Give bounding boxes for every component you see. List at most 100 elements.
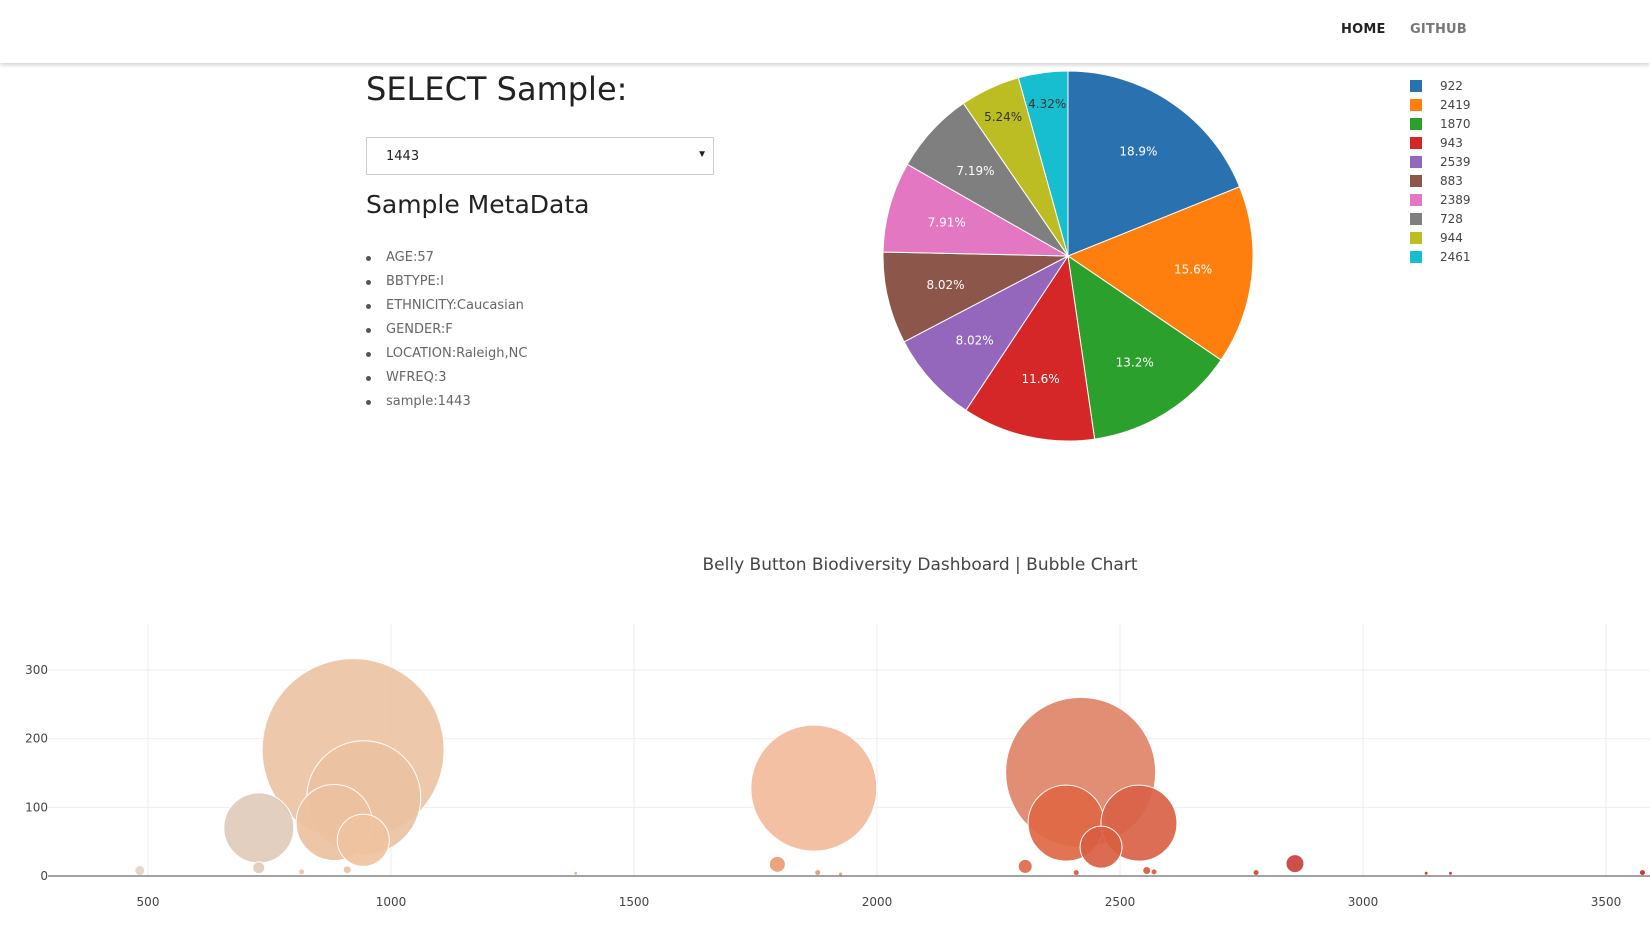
legend-label: 2539 bbox=[1440, 155, 1471, 169]
bubble-point[interactable] bbox=[1142, 866, 1152, 876]
legend-swatch bbox=[1410, 194, 1422, 206]
bubble-point[interactable] bbox=[134, 865, 146, 877]
bubble-point[interactable] bbox=[1072, 869, 1080, 877]
pie-label-2389: 7.91% bbox=[928, 215, 966, 229]
pie-slice-2539[interactable] bbox=[903, 255, 1069, 411]
legend-item-944[interactable]: 944 bbox=[1410, 230, 1500, 249]
sample-metadata-list: AGE:57 BBTYPE:I ETHNICITY:Caucasian GEND… bbox=[366, 248, 527, 416]
bubble-point[interactable] bbox=[252, 861, 266, 875]
nav-home-link[interactable]: HOME bbox=[1341, 22, 1386, 37]
metadata-item-age: AGE:57 bbox=[366, 248, 527, 272]
legend-item-728[interactable]: 728 bbox=[1410, 211, 1500, 230]
sample-select-dropdown[interactable]: 1443 ▼ bbox=[366, 137, 714, 175]
legend-label: 728 bbox=[1440, 212, 1463, 226]
y-tick-label: 0 bbox=[40, 869, 48, 883]
legend-label: 2419 bbox=[1440, 98, 1471, 112]
x-tick-label: 500 bbox=[137, 895, 160, 909]
legend-label: 944 bbox=[1440, 231, 1463, 245]
pie-slice-2419[interactable] bbox=[1066, 186, 1254, 361]
legend-swatch bbox=[1410, 137, 1422, 149]
bubble-point[interactable] bbox=[342, 865, 352, 875]
legend-swatch bbox=[1410, 175, 1422, 187]
bubble-point[interactable] bbox=[1017, 858, 1033, 874]
pie-label-883: 8.02% bbox=[926, 278, 964, 292]
legend-label: 2461 bbox=[1440, 250, 1471, 264]
legend-swatch bbox=[1410, 118, 1422, 130]
bubble-point[interactable] bbox=[1150, 868, 1158, 876]
bubble-point[interactable] bbox=[1423, 870, 1429, 876]
pie-legend: 922 2419 1870 943 2539 883 2389 728 944 2461 bbox=[1410, 78, 1500, 268]
legend-swatch bbox=[1410, 232, 1422, 244]
legend-item-922[interactable]: 922 bbox=[1410, 78, 1500, 97]
x-tick-label: 1000 bbox=[376, 895, 407, 909]
metadata-item-wfreq: WFREQ:3 bbox=[366, 368, 527, 392]
pie-slice-1870[interactable] bbox=[1067, 254, 1222, 440]
legend-swatch bbox=[1410, 156, 1422, 168]
bubble-point[interactable] bbox=[223, 792, 295, 864]
bubble-point[interactable] bbox=[1285, 854, 1305, 874]
pie-chart: 18.9% 15.6% 13.2% 11.6% 8.02% 8.02% 7.91% 7.19%… bbox=[882, 70, 1254, 442]
bubble-point[interactable] bbox=[1638, 869, 1646, 877]
select-sample-heading: SELECT Sample: bbox=[366, 70, 628, 108]
legend-item-2419[interactable]: 2419 bbox=[1410, 97, 1500, 116]
legend-label: 1870 bbox=[1440, 117, 1471, 131]
pie-label-943: 11.6% bbox=[1021, 372, 1059, 386]
legend-swatch bbox=[1410, 99, 1422, 111]
bubble-point[interactable] bbox=[838, 871, 844, 877]
legend-item-883[interactable]: 883 bbox=[1410, 173, 1500, 192]
x-tick-label: 2000 bbox=[862, 895, 893, 909]
legend-label: 2389 bbox=[1440, 193, 1471, 207]
legend-item-2389[interactable]: 2389 bbox=[1410, 192, 1500, 211]
pie-slice-2389[interactable] bbox=[882, 163, 1069, 257]
bubble-point[interactable] bbox=[750, 724, 878, 852]
bubble-point[interactable] bbox=[336, 813, 390, 867]
pie-label-1870: 13.2% bbox=[1116, 356, 1154, 370]
nav-github-link[interactable]: GITHUB bbox=[1410, 22, 1467, 37]
legend-swatch bbox=[1410, 213, 1422, 225]
bubble-point[interactable] bbox=[573, 870, 579, 876]
bubble-point[interactable] bbox=[814, 869, 822, 877]
bubble-point[interactable] bbox=[1079, 825, 1123, 869]
x-tick-label: 3000 bbox=[1348, 895, 1379, 909]
bubble-point[interactable] bbox=[1447, 870, 1453, 876]
legend-swatch bbox=[1410, 80, 1422, 92]
sample-metadata-heading: Sample MetaData bbox=[366, 190, 590, 219]
pie-label-944: 5.24% bbox=[984, 110, 1022, 124]
x-tick-label: 3500 bbox=[1591, 895, 1622, 909]
bubble-chart-title: Belly Button Biodiversity Dashboard | Bu… bbox=[702, 555, 1138, 575]
legend-item-1870[interactable]: 1870 bbox=[1410, 116, 1500, 135]
y-tick-label: 300 bbox=[25, 663, 48, 677]
bubble-point[interactable] bbox=[298, 868, 306, 876]
legend-item-2461[interactable]: 2461 bbox=[1410, 249, 1500, 268]
legend-item-943[interactable]: 943 bbox=[1410, 135, 1500, 154]
top-navbar: HOME GITHUB bbox=[0, 0, 1650, 63]
pie-label-728: 7.19% bbox=[956, 164, 994, 178]
bubble-chart: 500 1000 1500 2000 2500 3000 3500 0 100 200 300 bbox=[25, 624, 1650, 909]
legend-label: 883 bbox=[1440, 174, 1463, 188]
x-tick-label: 1500 bbox=[619, 895, 650, 909]
pie-slice-883[interactable] bbox=[882, 251, 1069, 343]
pie-label-2539: 8.02% bbox=[956, 333, 994, 347]
y-tick-label: 100 bbox=[25, 800, 48, 814]
metadata-item-gender: GENDER:F bbox=[366, 320, 527, 344]
pie-slice-922[interactable] bbox=[1067, 70, 1241, 257]
metadata-item-ethnicity: ETHNICITY:Caucasian bbox=[366, 296, 527, 320]
metadata-item-bbtype: BBTYPE:I bbox=[366, 272, 527, 296]
pie-label-2461: 4.32% bbox=[1028, 97, 1066, 111]
pie-label-2419: 15.6% bbox=[1174, 262, 1212, 276]
metadata-item-location: LOCATION:Raleigh,NC bbox=[366, 344, 527, 368]
x-tick-label: 2500 bbox=[1105, 895, 1136, 909]
chevron-down-icon: ▼ bbox=[697, 149, 707, 160]
sample-select-value: 1443 bbox=[386, 149, 420, 164]
legend-label: 922 bbox=[1440, 79, 1463, 93]
y-tick-label: 200 bbox=[25, 732, 48, 746]
legend-label: 943 bbox=[1440, 136, 1463, 150]
legend-item-2539[interactable]: 2539 bbox=[1410, 154, 1500, 173]
pie-slice-2461[interactable] bbox=[1017, 70, 1069, 257]
pie-slice-943[interactable] bbox=[965, 254, 1096, 442]
legend-swatch bbox=[1410, 251, 1422, 263]
metadata-item-sample: sample:1443 bbox=[366, 392, 527, 416]
bubble-point[interactable] bbox=[1252, 869, 1260, 877]
bubble-point[interactable] bbox=[768, 855, 786, 873]
pie-label-922: 18.9% bbox=[1119, 145, 1157, 159]
